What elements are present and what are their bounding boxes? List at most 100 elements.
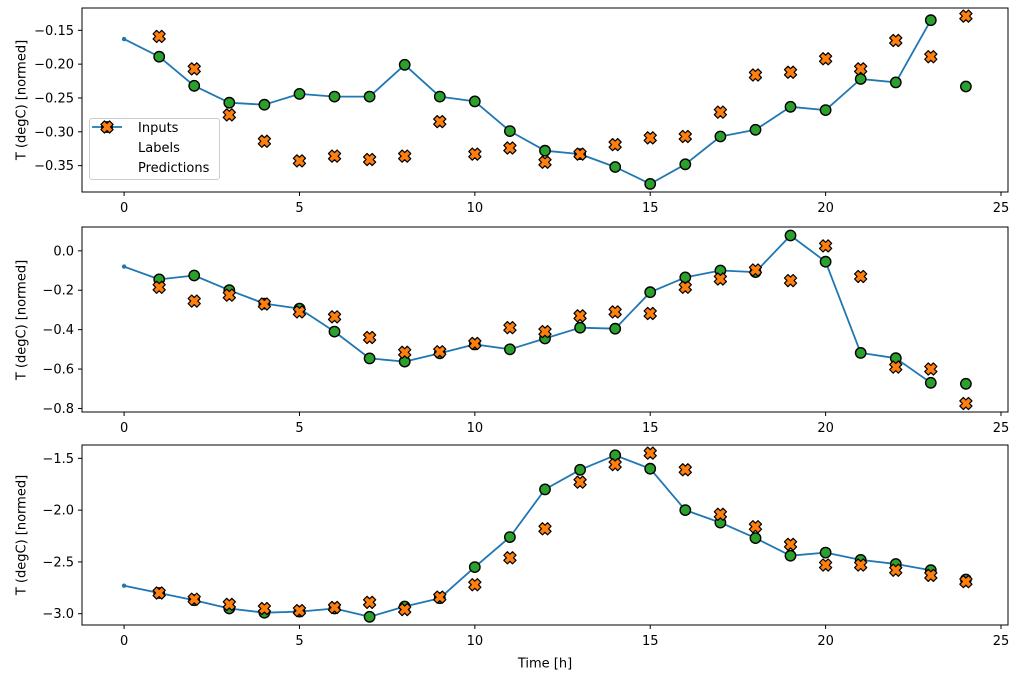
x-tick-label: 5	[295, 634, 303, 649]
prediction-marker	[924, 362, 938, 376]
label-marker	[328, 90, 341, 103]
y-tick-label: −0.6	[42, 363, 74, 378]
legend-item-predictions: Predictions	[90, 120, 219, 179]
panel-2: 0 5 10 15 20 25 0.0 −0.2 −0.4 −0.6 −0.8	[42, 226, 1010, 436]
prediction-marker	[924, 50, 938, 64]
prediction-marker	[959, 396, 973, 411]
label-marker	[784, 229, 797, 242]
label-marker	[398, 58, 411, 71]
plot-border	[81, 226, 1009, 413]
prediction-marker	[573, 147, 587, 161]
label-marker	[714, 130, 727, 143]
prediction-marker	[538, 324, 552, 339]
label-marker	[363, 352, 376, 365]
y-tick-label: −3.0	[42, 607, 74, 622]
prediction-marker	[222, 108, 236, 122]
prediction-marker	[854, 62, 868, 76]
prediction-marker	[362, 330, 377, 345]
prediction-marker	[608, 137, 622, 152]
prediction-marker	[292, 154, 307, 168]
prediction-marker	[398, 602, 412, 617]
prediction-marker	[748, 68, 763, 82]
label-marker	[749, 532, 762, 544]
prediction-marker	[713, 507, 728, 521]
prediction-marker	[187, 592, 201, 606]
prediction-marker	[818, 558, 833, 572]
prediction-marker	[292, 603, 307, 618]
x-tick-label: 20	[817, 201, 834, 216]
y-tick-label: −0.25	[34, 91, 74, 106]
x-axis-label: Time [h]	[517, 656, 573, 672]
label-marker	[153, 50, 166, 63]
label-marker	[328, 325, 341, 338]
label-marker	[363, 90, 376, 103]
inputs-line	[123, 234, 932, 384]
legend: Inputs Labels Predictions	[89, 118, 220, 180]
label-marker	[468, 95, 481, 108]
x-tick-label: 20	[817, 634, 834, 649]
x-tick-label: 0	[120, 201, 128, 216]
label-marker	[574, 321, 586, 334]
prediction-marker	[362, 595, 377, 609]
x-tick-label: 25	[993, 201, 1010, 216]
legend-item-labels: Labels	[90, 121, 219, 159]
label-marker	[679, 158, 692, 171]
label-marker	[784, 549, 797, 562]
prediction-marker	[538, 522, 552, 536]
prediction-marker	[608, 457, 622, 472]
y-tick-label: −0.4	[42, 323, 74, 338]
prediction-marker	[398, 149, 412, 163]
label-marker	[574, 463, 586, 476]
prediction-marker	[222, 597, 236, 612]
prediction-marker	[257, 601, 272, 616]
x-tick-label: 5	[295, 421, 303, 436]
prediction-marker	[327, 149, 342, 163]
label-marker	[924, 14, 937, 27]
prediction-marker	[152, 586, 166, 600]
prediction-marker	[818, 52, 833, 66]
panel-3: 0 5 10 15 20 25 −1.5 −2.0 −2.5 −3.0	[42, 444, 1009, 649]
prediction-marker	[573, 475, 587, 489]
label-marker	[819, 546, 832, 559]
prediction-marker	[468, 578, 482, 592]
prediction-marker	[643, 306, 657, 321]
legend-label-labels: Labels	[138, 141, 180, 156]
x-tick-label: 20	[817, 421, 834, 436]
prediction-marker	[433, 345, 447, 359]
x-tick-label: 10	[467, 201, 484, 216]
prediction-marker	[678, 280, 692, 294]
x-tick-label: 15	[642, 634, 659, 649]
x-tick-label: 25	[993, 421, 1010, 436]
label-marker	[468, 561, 481, 573]
prediction-marker	[818, 239, 833, 253]
y-tick-label: −0.2	[42, 284, 74, 299]
label-marker	[503, 343, 516, 356]
label-marker	[644, 462, 657, 475]
label-marker	[363, 610, 376, 623]
label-marker	[960, 80, 972, 93]
prediction-marker	[468, 147, 482, 161]
prediction-marker	[924, 568, 938, 583]
y-tick-label: −0.8	[42, 402, 74, 417]
label-marker	[539, 144, 551, 157]
label-marker	[433, 90, 446, 103]
y-tick-label: −0.30	[34, 125, 74, 140]
input-dot	[121, 36, 127, 42]
prediction-marker	[398, 345, 412, 359]
prediction-marker	[573, 309, 587, 323]
x-tick-label: 0	[120, 634, 128, 649]
label-marker	[223, 96, 236, 109]
label-marker	[609, 322, 622, 335]
prediction-marker	[643, 131, 657, 145]
input-dot	[121, 264, 127, 269]
prediction-marker	[889, 563, 903, 577]
x-tick-label: 15	[642, 201, 659, 216]
prediction-marker	[748, 520, 763, 534]
label-marker	[503, 125, 516, 138]
label-marker	[188, 269, 201, 282]
label-marker	[854, 346, 867, 359]
x-tick-label: 0	[120, 421, 128, 436]
label-marker	[679, 271, 692, 284]
prediction-marker	[327, 600, 342, 615]
